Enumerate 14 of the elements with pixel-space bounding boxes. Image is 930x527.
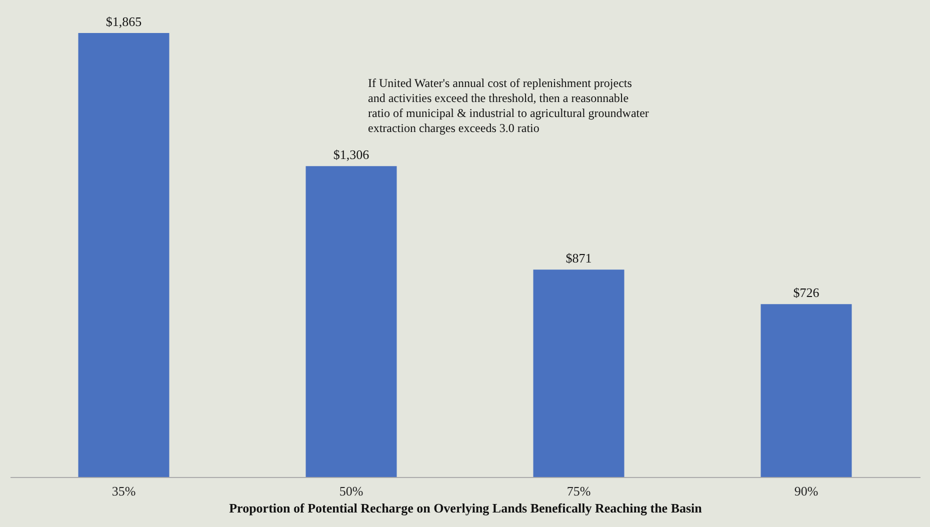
bar	[78, 33, 170, 477]
x-tick-label: 35%	[112, 484, 136, 498]
x-axis-title: Proportion of Potential Recharge on Overlying Lands Benefically Reaching the Basin	[229, 500, 703, 516]
data-label: $726	[793, 285, 820, 300]
bar	[533, 270, 624, 477]
bar	[306, 166, 397, 477]
bar	[760, 304, 852, 477]
x-tick-label: 50%	[339, 484, 364, 498]
x-tick-label: 75%	[566, 484, 591, 498]
data-label: $1,306	[333, 147, 370, 162]
x-tick-label: 90%	[794, 484, 818, 498]
data-label: $871	[566, 250, 592, 266]
annotation: If United Water's annual cost of replenishment projects and activities exceed the threshold, then a reasonnable ratio of municipal & industrial to agricultural groundwater extraction charges exceeds 3.0 ratio	[368, 76, 649, 135]
data-label: $1,865	[106, 14, 142, 29]
